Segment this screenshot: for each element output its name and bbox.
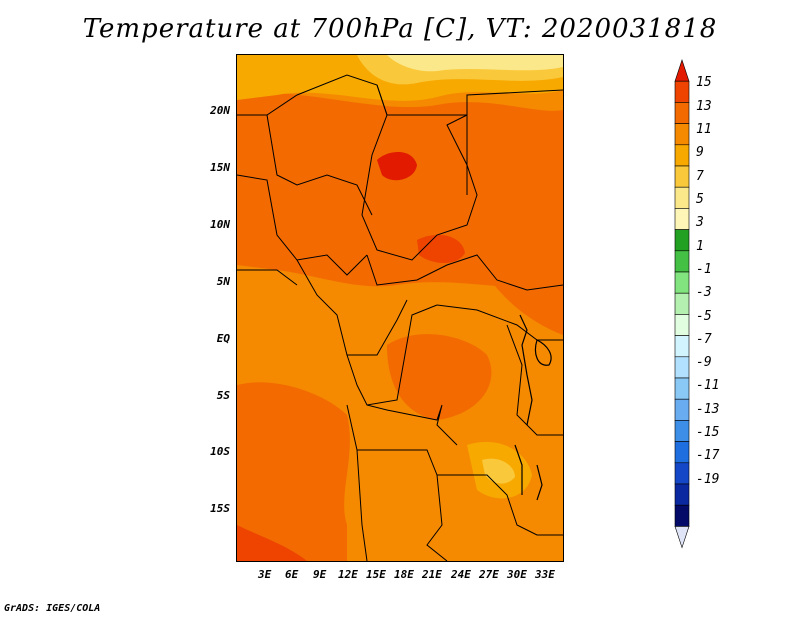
colorbar-label: 9 bbox=[696, 145, 704, 161]
colorbar-label: 3 bbox=[696, 215, 704, 231]
footer-credit: GrADS: IGES/COLA bbox=[4, 603, 101, 614]
colorbar bbox=[674, 59, 690, 549]
colorbar-label: -9 bbox=[696, 355, 712, 371]
colorbar-swatch bbox=[674, 271, 690, 294]
colorbar-label: -7 bbox=[696, 331, 712, 347]
colorbar-label: 5 bbox=[696, 191, 704, 207]
colorbar-label: -13 bbox=[696, 401, 720, 417]
colorbar-swatch bbox=[674, 165, 690, 188]
colorbar-label: 15 bbox=[696, 75, 712, 91]
lon-label: 24E bbox=[451, 568, 471, 581]
field-southeast-cooler bbox=[482, 458, 515, 484]
colorbar-swatch bbox=[674, 208, 690, 230]
colorbar-label: -15 bbox=[696, 425, 720, 441]
colorbar-label: -5 bbox=[696, 308, 712, 324]
colorbar-swatch bbox=[674, 102, 690, 124]
colorbar-label: 13 bbox=[696, 98, 712, 114]
colorbar-bottom-triangle bbox=[674, 526, 690, 549]
colorbar-swatch bbox=[674, 377, 690, 400]
colorbar-swatch bbox=[674, 144, 690, 167]
colorbar-label: 11 bbox=[696, 121, 712, 137]
lakes bbox=[514, 314, 552, 501]
lat-label: EQ bbox=[216, 332, 230, 345]
lon-label: 9E bbox=[313, 568, 327, 581]
colorbar-label: 1 bbox=[696, 238, 704, 254]
colorbar-swatch bbox=[674, 123, 690, 146]
colorbar-swatch bbox=[674, 80, 690, 103]
colorbar-swatch bbox=[674, 229, 690, 252]
lat-label: 5N bbox=[216, 275, 230, 288]
colorbar-label: -3 bbox=[696, 285, 712, 301]
field-hot-patch-1 bbox=[377, 151, 417, 181]
lat-label: 10N bbox=[210, 218, 230, 231]
colorbar-label: -17 bbox=[696, 448, 720, 464]
lon-label: 15E bbox=[366, 568, 386, 581]
field-congo-warm bbox=[387, 334, 492, 420]
chart-title: Temperature at 700hPa [C], VT: 202003181… bbox=[82, 14, 718, 44]
colorbar-swatch bbox=[674, 483, 690, 506]
lat-label: 15N bbox=[210, 161, 230, 174]
colorbar-label: -1 bbox=[696, 261, 712, 277]
map-field bbox=[237, 55, 563, 561]
field-top-coolest bbox=[387, 55, 563, 72]
lat-label: 15S bbox=[210, 502, 230, 515]
colorbar-label: 7 bbox=[696, 168, 704, 184]
colorbar-label: -11 bbox=[696, 378, 720, 394]
field-hot-patch-2 bbox=[417, 234, 465, 263]
field-southwest-hot bbox=[237, 525, 307, 561]
colorbar-swatch bbox=[674, 462, 690, 485]
colorbar-swatch bbox=[674, 314, 690, 336]
lon-label: 30E bbox=[507, 568, 527, 581]
colorbar-swatch bbox=[674, 335, 690, 358]
colorbar-swatch bbox=[674, 398, 690, 421]
lon-label: 12E bbox=[338, 568, 358, 581]
lat-label: 10S bbox=[210, 445, 230, 458]
colorbar-swatch bbox=[674, 356, 690, 379]
colorbar-swatch bbox=[674, 250, 690, 273]
temperature-map bbox=[236, 54, 564, 562]
field-east-warm bbox=[463, 132, 563, 335]
lon-label: 27E bbox=[479, 568, 499, 581]
lon-label: 6E bbox=[285, 568, 299, 581]
lon-label: 3E bbox=[258, 568, 272, 581]
colorbar-swatch bbox=[674, 504, 690, 527]
colorbar-swatch bbox=[674, 186, 690, 209]
field-southwest-warm bbox=[237, 382, 350, 561]
lon-label: 18E bbox=[394, 568, 414, 581]
colorbar-swatch bbox=[674, 292, 690, 315]
colorbar-swatch bbox=[674, 420, 690, 442]
colorbar-swatch bbox=[674, 441, 690, 464]
colorbar-label: -19 bbox=[696, 471, 720, 487]
country-borders bbox=[237, 74, 563, 561]
lat-label: 20N bbox=[210, 104, 230, 117]
lon-label: 33E bbox=[535, 568, 555, 581]
lat-label: 5S bbox=[216, 389, 230, 402]
colorbar-top-triangle bbox=[674, 59, 690, 82]
lon-label: 21E bbox=[422, 568, 442, 581]
